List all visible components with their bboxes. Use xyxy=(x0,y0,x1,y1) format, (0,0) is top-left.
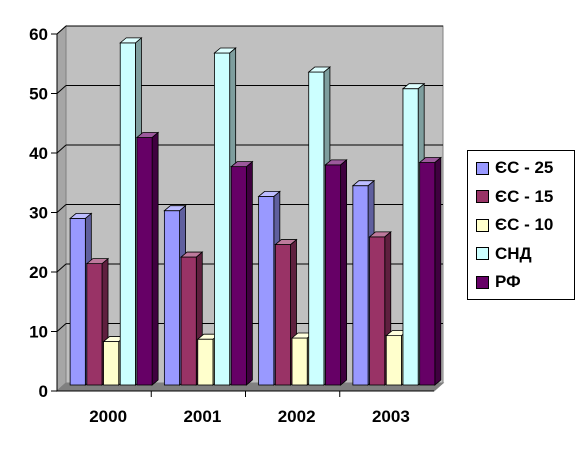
x-tick-label: 2002 xyxy=(278,407,316,426)
y-tick-label: 30 xyxy=(29,204,48,223)
y-tick-label: 60 xyxy=(29,25,48,44)
bar-2003-s4 xyxy=(418,156,442,386)
legend-swatch-eu10 xyxy=(476,218,489,232)
legend-label-eu15: ЄС - 15 xyxy=(495,186,554,206)
x-tick-label: 2000 xyxy=(89,407,127,426)
legend: ЄС - 25 ЄС - 15 ЄС - 10 СНД РФ xyxy=(467,150,575,300)
legend-item-rf: РФ xyxy=(476,268,574,297)
legend-label-eu25: ЄС - 25 xyxy=(495,158,554,178)
y-tick-label: 10 xyxy=(29,323,48,342)
legend-item-eu10: ЄС - 10 xyxy=(476,211,574,240)
bar-2000-s4 xyxy=(135,131,160,386)
gridline-side xyxy=(56,144,67,154)
y-tick-label: 50 xyxy=(29,85,48,104)
legend-swatch-eu15 xyxy=(476,190,489,204)
legend-label-cis: СНД xyxy=(495,243,532,263)
gridline-side xyxy=(56,85,67,94)
legend-item-cis: СНД xyxy=(476,240,574,269)
legend-item-eu15: ЄС - 15 xyxy=(476,183,574,212)
gridline-side xyxy=(56,25,67,35)
y-tick-label: 20 xyxy=(29,263,48,282)
gridline-side xyxy=(56,263,67,273)
legend-label-eu10: ЄС - 10 xyxy=(495,215,554,235)
legend-swatch-rf xyxy=(476,275,489,289)
legend-swatch-eu25 xyxy=(476,161,489,175)
x-tick-label: 2001 xyxy=(183,407,221,426)
y-tick-label: 0 xyxy=(39,382,48,401)
gridline-side xyxy=(56,204,67,213)
gridline-side xyxy=(56,323,67,332)
x-tick-label: 2003 xyxy=(372,407,410,426)
legend-item-eu25: ЄС - 25 xyxy=(476,154,574,183)
bar-2001-s4 xyxy=(230,160,254,386)
legend-swatch-cis xyxy=(476,247,489,261)
y-tick-label: 40 xyxy=(29,144,48,163)
bar-2002-s4 xyxy=(324,158,348,386)
legend-label-rf: РФ xyxy=(495,272,521,292)
